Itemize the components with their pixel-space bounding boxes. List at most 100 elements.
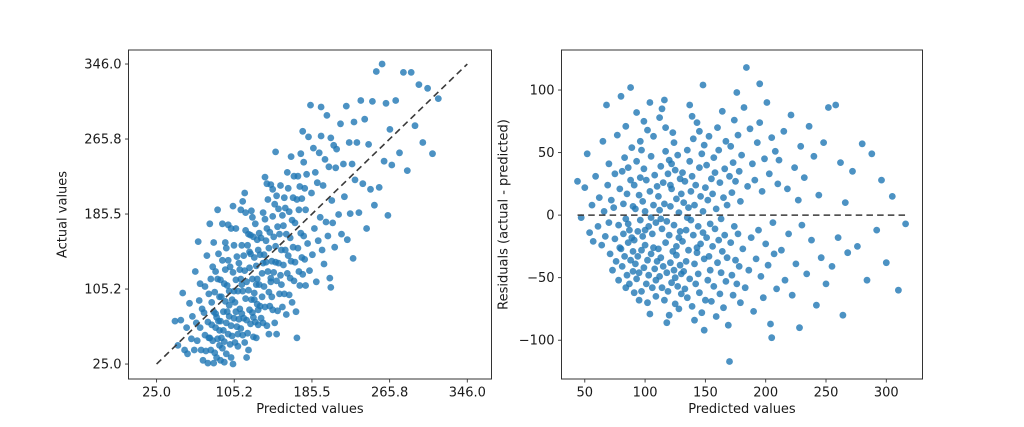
data-point: [230, 241, 238, 249]
data-point: [657, 162, 665, 170]
y-tick-label: −100: [519, 334, 555, 349]
data-point: [315, 149, 323, 157]
data-point: [640, 117, 648, 125]
data-point: [290, 277, 298, 285]
data-point: [261, 215, 269, 223]
data-point: [349, 255, 357, 262]
right-plot-points: [574, 64, 909, 365]
data-point: [680, 199, 688, 207]
data-point: [674, 151, 682, 159]
data-point: [313, 179, 321, 187]
data-point: [219, 256, 226, 264]
data-point: [878, 176, 885, 184]
data-point: [691, 260, 698, 268]
data-point: [247, 231, 254, 239]
data-point: [188, 335, 195, 343]
data-point: [287, 153, 295, 161]
data-point: [671, 166, 679, 174]
data-point: [429, 150, 436, 158]
data-point: [798, 221, 806, 229]
data-point: [682, 258, 690, 265]
data-point: [715, 236, 723, 244]
data-point: [712, 313, 720, 320]
data-point: [734, 131, 742, 139]
data-point: [652, 219, 660, 227]
data-point: [702, 184, 709, 192]
data-point: [698, 150, 706, 158]
data-point: [621, 253, 628, 260]
data-point: [222, 244, 230, 252]
data-point: [369, 98, 376, 105]
data-point: [714, 124, 721, 131]
data-point: [686, 157, 694, 165]
data-point: [260, 283, 268, 290]
data-point: [407, 69, 415, 76]
data-point: [787, 111, 795, 119]
data-point: [630, 181, 638, 189]
data-point: [752, 255, 760, 263]
data-point: [763, 99, 771, 106]
data-point: [724, 321, 732, 329]
data-point: [751, 176, 759, 184]
data-point: [280, 222, 287, 230]
data-point: [858, 140, 866, 148]
data-point: [655, 193, 662, 200]
y-tick-label: 25.0: [93, 358, 122, 373]
data-point: [839, 311, 847, 319]
data-point: [269, 185, 277, 193]
data-point: [583, 150, 591, 158]
data-point: [232, 225, 240, 232]
data-point: [219, 344, 226, 352]
data-point: [279, 212, 286, 219]
data-point: [241, 189, 249, 197]
data-point: [813, 301, 820, 309]
data-point: [661, 96, 668, 104]
data-point: [229, 360, 237, 368]
data-point: [624, 220, 632, 228]
data-point: [193, 337, 201, 345]
data-point: [638, 246, 645, 254]
data-point: [638, 146, 645, 154]
data-point: [291, 219, 299, 227]
data-point: [796, 324, 803, 332]
data-point: [627, 84, 634, 91]
data-point: [720, 304, 727, 312]
data-point: [691, 201, 698, 209]
data-point: [753, 139, 761, 147]
data-point: [269, 213, 277, 220]
data-point: [235, 259, 243, 267]
data-point: [203, 252, 211, 259]
data-point: [696, 289, 703, 297]
data-point: [699, 208, 707, 215]
data-point: [620, 200, 627, 208]
data-point: [618, 263, 626, 270]
data-point: [261, 173, 269, 181]
data-point: [679, 169, 686, 177]
data-point: [639, 198, 647, 205]
data-point: [285, 208, 293, 216]
data-point: [259, 209, 267, 217]
data-point: [693, 249, 701, 257]
data-point: [854, 243, 861, 250]
data-point: [656, 206, 663, 214]
data-point: [659, 263, 667, 270]
data-point: [400, 69, 407, 76]
data-point: [769, 219, 777, 227]
data-point: [737, 198, 744, 205]
data-point: [307, 101, 314, 109]
data-point: [667, 181, 674, 189]
data-point: [271, 319, 279, 327]
data-point: [774, 180, 782, 188]
data-point: [627, 256, 634, 264]
data-point: [757, 273, 765, 280]
data-point: [210, 239, 218, 246]
data-point: [273, 330, 280, 338]
data-point: [681, 177, 689, 185]
data-point: [622, 284, 630, 292]
data-point: [388, 161, 396, 169]
data-point: [607, 196, 615, 204]
data-point: [604, 181, 612, 189]
data-point: [195, 297, 203, 304]
data-point: [329, 219, 337, 227]
data-point: [294, 172, 302, 180]
